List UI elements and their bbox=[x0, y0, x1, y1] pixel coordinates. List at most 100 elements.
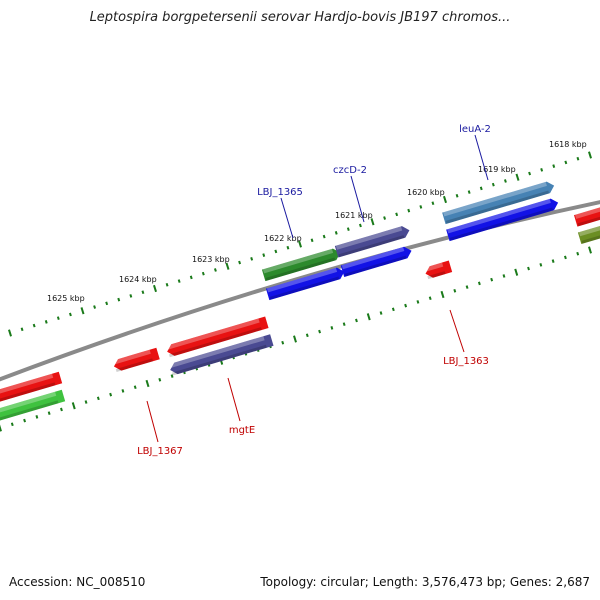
minor-tick bbox=[502, 274, 506, 278]
minor-tick bbox=[465, 285, 469, 289]
minor-tick bbox=[551, 259, 555, 263]
gene-feature-lbj-1363[interactable] bbox=[424, 260, 453, 280]
gene-label-lbj-1363[interactable]: LBJ_1363 bbox=[443, 356, 489, 367]
minor-tick bbox=[342, 322, 346, 326]
minor-tick bbox=[491, 182, 495, 187]
minor-tick bbox=[477, 281, 481, 286]
minor-tick bbox=[158, 377, 162, 382]
minor-tick bbox=[355, 318, 358, 323]
major-tick bbox=[588, 151, 592, 159]
gene-feature-red-mgte-row[interactable] bbox=[165, 316, 269, 358]
gene-label-czcd-2[interactable]: czcD-2 bbox=[333, 165, 367, 176]
footer-accession: Accession: NC_008510 bbox=[9, 575, 146, 589]
minor-tick bbox=[121, 389, 125, 393]
gene-label-leua-2[interactable]: leuA-2 bbox=[459, 124, 491, 135]
major-tick bbox=[71, 402, 76, 410]
minor-tick bbox=[576, 156, 580, 161]
scale-label: 1622 kbp bbox=[264, 234, 302, 243]
gene-feature-mgte[interactable] bbox=[168, 334, 274, 376]
minor-tick bbox=[379, 311, 383, 315]
gene-feature-red-left[interactable] bbox=[0, 371, 63, 405]
minor-tick bbox=[10, 422, 14, 427]
leader-line-mgte bbox=[227, 377, 241, 422]
leader-line-lbj-1363 bbox=[449, 309, 465, 353]
leader-line-lbj-1365 bbox=[280, 197, 294, 239]
minor-tick bbox=[262, 253, 266, 257]
footer-stats: Topology: circular; Length: 3,576,473 bp… bbox=[260, 575, 590, 589]
minor-tick bbox=[177, 279, 181, 283]
gene-feature-olive-edge[interactable] bbox=[577, 224, 600, 245]
minor-tick bbox=[467, 190, 471, 194]
minor-tick bbox=[503, 179, 507, 183]
minor-tick bbox=[213, 268, 217, 272]
minor-tick bbox=[96, 396, 100, 401]
minor-tick bbox=[133, 385, 137, 390]
minor-tick bbox=[68, 312, 72, 317]
minor-tick bbox=[395, 212, 399, 217]
minor-tick bbox=[404, 303, 408, 308]
major-tick bbox=[443, 195, 447, 204]
gene-feature-blue-1[interactable] bbox=[265, 266, 346, 301]
minor-tick bbox=[346, 227, 350, 231]
gene-labels: LBJ_1365 czcD-2 leuA-2 LBJ_1367 mgtE LBJ… bbox=[137, 124, 491, 457]
minor-tick bbox=[93, 305, 97, 309]
minor-tick bbox=[84, 400, 88, 404]
minor-tick bbox=[576, 251, 580, 256]
gene-feature-blue-2[interactable] bbox=[340, 245, 413, 277]
major-tick bbox=[225, 262, 230, 270]
minor-tick bbox=[539, 263, 543, 267]
minor-tick bbox=[170, 374, 174, 378]
minor-tick bbox=[250, 257, 254, 261]
minor-tick bbox=[318, 329, 322, 334]
major-tick bbox=[514, 268, 519, 276]
minor-tick bbox=[563, 255, 567, 260]
gene-feature-czcd-2[interactable] bbox=[334, 224, 411, 258]
minor-tick bbox=[453, 288, 457, 293]
major-tick bbox=[440, 290, 445, 299]
minor-tick bbox=[23, 418, 27, 423]
minor-tick bbox=[238, 260, 242, 265]
major-tick bbox=[145, 379, 150, 388]
minor-tick bbox=[117, 297, 121, 302]
minor-tick bbox=[201, 271, 205, 276]
chromosome-backbone bbox=[0, 200, 600, 382]
gene-label-mgte[interactable]: mgtE bbox=[229, 425, 255, 436]
scale-label: 1623 kbp bbox=[192, 255, 230, 264]
scale-label: 1618 kbp bbox=[549, 140, 587, 149]
gene-label-lbj-1367[interactable]: LBJ_1367 bbox=[137, 446, 183, 457]
minor-tick bbox=[330, 326, 334, 330]
major-tick bbox=[515, 173, 520, 181]
minor-tick bbox=[310, 238, 314, 243]
leader-line-czcd-2 bbox=[350, 175, 365, 223]
gene-feature-lbj-1365[interactable] bbox=[261, 247, 342, 282]
gene-features bbox=[0, 180, 600, 423]
major-tick bbox=[366, 313, 371, 321]
minor-tick bbox=[391, 307, 395, 312]
gene-feature-green-left[interactable] bbox=[0, 389, 66, 423]
major-tick bbox=[588, 246, 592, 254]
gene-feature-lbj-1367[interactable] bbox=[112, 347, 160, 373]
minor-tick bbox=[35, 415, 39, 419]
major-tick bbox=[298, 240, 302, 248]
minor-tick bbox=[322, 234, 326, 239]
minor-tick bbox=[305, 333, 309, 338]
minor-tick bbox=[274, 249, 278, 254]
tick-row-inner bbox=[0, 246, 592, 432]
minor-tick bbox=[60, 407, 63, 412]
gene-label-lbj-1365[interactable]: LBJ_1365 bbox=[257, 187, 303, 198]
minor-tick bbox=[383, 216, 387, 220]
gene-feature-blue-3[interactable] bbox=[446, 197, 560, 242]
major-tick bbox=[0, 424, 2, 432]
minor-tick bbox=[431, 201, 435, 206]
minor-tick bbox=[358, 223, 362, 228]
scale-label: 1624 kbp bbox=[119, 275, 157, 284]
minor-tick bbox=[105, 301, 109, 306]
scale-label: 1619 kbp bbox=[478, 165, 516, 174]
gene-feature-leua-2[interactable] bbox=[442, 180, 556, 225]
leader-line-lbj-1367 bbox=[146, 400, 159, 443]
minor-tick bbox=[47, 411, 51, 415]
minor-tick bbox=[109, 392, 113, 397]
minor-tick bbox=[479, 186, 483, 191]
minor-tick bbox=[407, 208, 411, 213]
